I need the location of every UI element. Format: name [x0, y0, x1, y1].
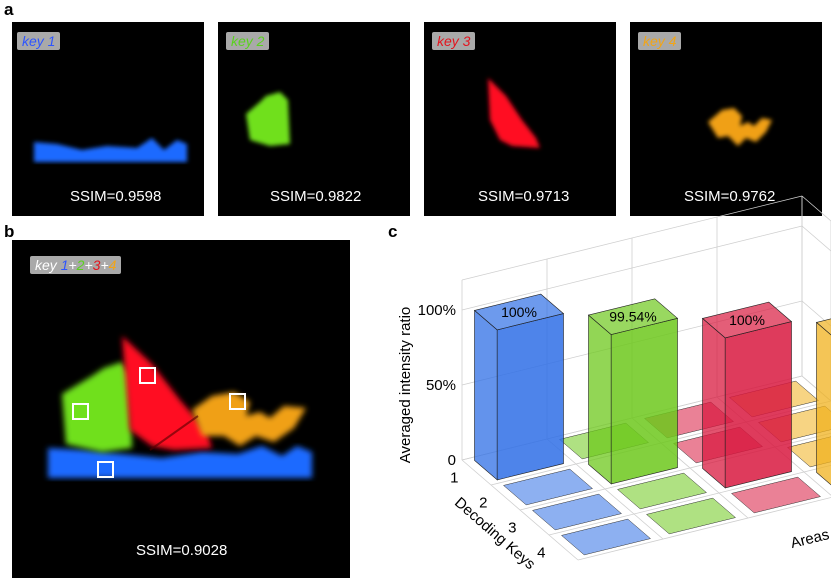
- bar-side: [816, 321, 831, 486]
- chart-bars: [473, 293, 831, 556]
- bar-front: [610, 317, 678, 485]
- key1-tag-label: key 1: [22, 33, 56, 49]
- panel-a-key1-image: key 1 SSIM=0.9598: [12, 22, 204, 216]
- key1-ssim: SSIM=0.9598: [70, 188, 162, 205]
- grid-line: [519, 432, 831, 511]
- combined-key-2: 2: [76, 257, 85, 273]
- bar-top: [587, 298, 679, 335]
- key-tick-label: 1: [450, 470, 458, 487]
- key3-tag-label: key 3: [437, 33, 471, 49]
- grid-line: [461, 225, 803, 311]
- floor-tile-key4-area2: [645, 497, 737, 535]
- floor-tile-key4-area3: [730, 476, 822, 514]
- grid-line: [548, 464, 831, 536]
- z-tick-label: 50%: [426, 377, 456, 394]
- grid-line: [801, 375, 831, 402]
- chart-labels: 100%99.54%100%100%050%100%Averaged inten…: [397, 302, 831, 573]
- key-tick-label: 3: [508, 520, 516, 537]
- key2-tag-label: key 2: [231, 33, 265, 49]
- grid-line: [490, 400, 831, 486]
- grid-line: [461, 459, 579, 561]
- key3-tag: key 3: [432, 32, 476, 50]
- bar-top: [815, 318, 831, 336]
- panel-c-label: c: [388, 222, 398, 241]
- panel-a-key3-image: key 3 SSIM=0.9713: [424, 22, 616, 216]
- bar-key3-area3: [701, 301, 793, 489]
- bar-value-label: 99.54%: [609, 309, 656, 325]
- chart-gridlines: [461, 195, 831, 561]
- floor-tile-key1-area3: [643, 401, 735, 439]
- grid-line: [631, 417, 749, 519]
- grid-line: [716, 396, 831, 496]
- x-axis-title: Decoding Keys: [451, 494, 538, 573]
- key2-tag: key 2: [226, 32, 270, 50]
- key2-ssim: SSIM=0.9822: [270, 188, 362, 205]
- panel-b-combined-image: key 1+2+3+4 SSIM=0.9028: [12, 240, 350, 578]
- bar-key2-area2: [587, 298, 679, 485]
- bar-value-label: 100%: [501, 304, 537, 320]
- panel-b-label: b: [4, 222, 15, 241]
- z-tick-label: 100%: [418, 302, 456, 319]
- combined-key-3: 3: [92, 257, 101, 273]
- grid-line: [546, 438, 664, 540]
- key4-tag-label: key 4: [643, 33, 677, 49]
- floor-tile-key2-area4: [757, 405, 831, 443]
- z-tick-label: 0: [448, 452, 456, 469]
- bar-side: [474, 309, 498, 481]
- floor-tile-key3-area2: [616, 472, 708, 510]
- key3-shape: [488, 78, 540, 148]
- floor-tile-key2-area3: [672, 426, 764, 464]
- key1-tag: key 1: [17, 32, 61, 50]
- grid-line: [461, 375, 803, 461]
- combined-key-plus: +: [84, 257, 93, 273]
- bar-top: [701, 301, 793, 339]
- combined-key-prefix: key: [35, 257, 61, 273]
- floor-tile-key1-area2: [558, 422, 650, 460]
- y-axis-title: Areas: [789, 526, 831, 552]
- grid-line: [801, 300, 831, 327]
- combined-shapes: [48, 336, 312, 478]
- panel-a-key2-image: key 2 SSIM=0.9822: [218, 22, 410, 216]
- floor-tile-key2-area1: [502, 468, 594, 506]
- combined-key-plus: +: [68, 257, 77, 273]
- key-tick-label: 4: [537, 545, 545, 562]
- grid-line: [461, 375, 803, 461]
- floor-tile-key3-area1: [531, 493, 623, 531]
- grid-line: [577, 497, 831, 561]
- combined-ssim: SSIM=0.9028: [136, 542, 228, 559]
- key4-shape: [708, 108, 772, 146]
- combined-key-tag: key 1+2+3+4: [30, 256, 122, 274]
- bar-key4-area4: [815, 318, 831, 486]
- grid-line: [801, 225, 831, 252]
- key2-shape: [246, 92, 290, 146]
- z-axis-title: Averaged intensity ratio: [397, 307, 414, 463]
- key4-tag: key 4: [638, 32, 682, 50]
- combined-key-1: 1: [60, 257, 69, 273]
- key3-ssim: SSIM=0.9713: [478, 188, 570, 205]
- panel-a-key4-image: key 4 SSIM=0.9762: [630, 22, 822, 216]
- floor-tile-key1-area4: [728, 380, 820, 418]
- bar-side: [702, 317, 726, 489]
- panel-a-label: a: [4, 0, 14, 19]
- bar-front: [724, 321, 792, 489]
- floor-tile-key4-area1: [560, 518, 652, 556]
- floor-tile-key3-area4: [786, 436, 831, 468]
- bar-side: [588, 314, 612, 485]
- bar-value-label: 100%: [729, 312, 765, 328]
- combined-key-4: 4: [108, 257, 117, 273]
- grid-line: [801, 375, 831, 402]
- combined-key-plus: +: [100, 257, 109, 273]
- key4-ssim: SSIM=0.9762: [684, 188, 776, 205]
- bar-top: [473, 293, 565, 331]
- key1-shape: [34, 138, 187, 162]
- bar-front: [496, 313, 564, 481]
- grid-line: [461, 300, 803, 386]
- bar-key1-area1: [473, 293, 565, 481]
- key-tick-label: 2: [479, 495, 487, 512]
